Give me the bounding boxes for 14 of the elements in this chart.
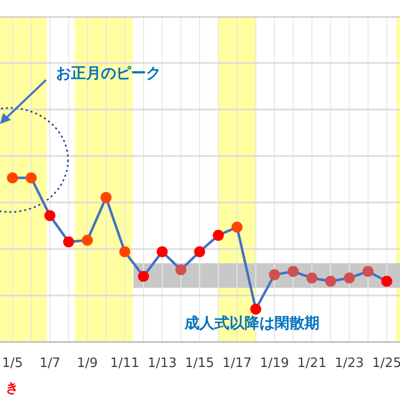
x-tick-label: 1/5: [2, 356, 23, 371]
x-tick-label: 1/17: [222, 356, 252, 371]
x-tick-label: 1/19: [260, 356, 290, 371]
text: き: [6, 381, 18, 396]
x-tick-label: 1/7: [39, 356, 60, 371]
text: お正月のピーク: [56, 64, 161, 82]
x-tick-label: 1/11: [110, 356, 140, 371]
x-tick-label: 1/25: [372, 356, 400, 371]
annotation: 成人式以降は閑散期: [184, 314, 320, 332]
x-tick-label: 1/21: [297, 356, 326, 371]
x-tick-label: 1/9: [76, 356, 98, 371]
x-tick-label: 1/13: [148, 356, 177, 371]
x-tick-label: 1/23: [334, 356, 364, 371]
x-tick-label: 1/15: [185, 356, 214, 371]
